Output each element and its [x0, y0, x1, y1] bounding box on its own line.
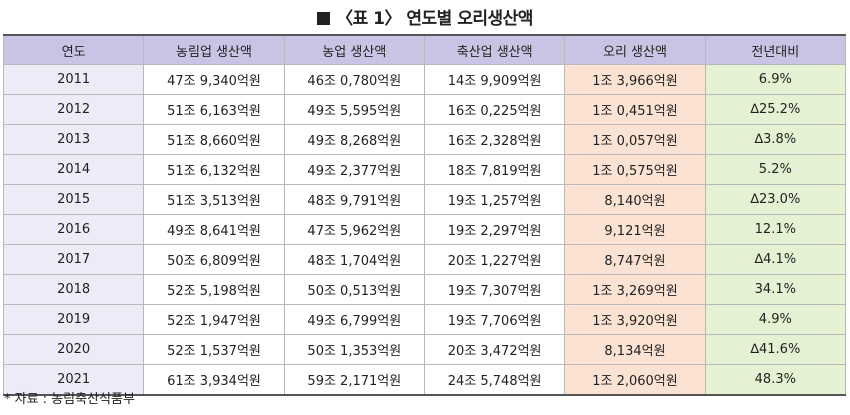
cell-year: 2012	[2, 94, 145, 125]
cell-duck: 8,747억원	[564, 244, 706, 275]
cell-agri-forestry: 51조 3,513억원	[143, 184, 285, 215]
cell-year: 2020	[2, 334, 145, 365]
cell-livestock: 18조 7,819억원	[423, 154, 566, 185]
table-row: 2011 47조 9,340억원 46조 0,780억원 14조 9,909억원 1조 …	[2, 64, 847, 95]
header-yoy: 전년대비	[704, 34, 847, 65]
cell-agriculture: 59조 2,171억원	[283, 364, 425, 396]
cell-agri-forestry: 51조 6,132억원	[143, 154, 285, 185]
cell-agriculture: 46조 0,780억원	[283, 64, 425, 95]
cell-yoy: 6.9%	[704, 64, 847, 95]
cell-agri-forestry: 49조 8,641억원	[143, 214, 285, 245]
table-row: 2019 52조 1,947억원 49조 6,799억원 19조 7,706억원 1조 …	[2, 304, 847, 335]
cell-livestock: 20조 3,472억원	[423, 334, 566, 365]
cell-agri-forestry: 47조 9,340억원	[143, 64, 285, 95]
cell-year: 2013	[2, 124, 145, 155]
square-bullet-icon	[317, 12, 331, 25]
cell-agri-forestry: 51조 8,660억원	[143, 124, 285, 155]
cell-livestock: 14조 9,909억원	[423, 64, 566, 95]
cell-duck: 1조 0,575억원	[564, 154, 706, 185]
cell-duck: 1조 2,060억원	[564, 364, 706, 396]
cell-agriculture: 49조 5,595억원	[283, 94, 425, 125]
header-agri-forestry: 농림업 생산액	[143, 34, 285, 65]
table-row: 2012 51조 6,163억원 49조 5,595억원 16조 0,225억원 1조 …	[2, 94, 847, 125]
header-duck: 오리 생산액	[564, 34, 706, 65]
duck-production-table: 연도 농림업 생산액 농업 생산액 축산업 생산액 오리 생산액 전년대비 20…	[2, 34, 847, 396]
cell-year: 2015	[2, 184, 145, 215]
cell-agri-forestry: 61조 3,934억원	[143, 364, 285, 396]
cell-year: 2011	[2, 64, 145, 95]
table-row: 2020 52조 1,537억원 50조 1,353억원 20조 3,472억원 8,1…	[2, 334, 847, 365]
cell-agri-forestry: 52조 5,198억원	[143, 274, 285, 305]
table-title-text: 〈표 1〉 연도별 오리생산액	[336, 9, 533, 29]
cell-year: 2016	[2, 214, 145, 245]
cell-agriculture: 49조 2,377억원	[283, 154, 425, 185]
cell-livestock: 19조 7,706억원	[423, 304, 566, 335]
cell-year: 2021	[2, 364, 145, 396]
cell-yoy: ∆4.1%	[704, 244, 847, 275]
header-row: 연도 농림업 생산액 농업 생산액 축산업 생산액 오리 생산액 전년대비	[2, 34, 847, 65]
cell-livestock: 16조 2,328억원	[423, 124, 566, 155]
cell-yoy: 34.1%	[704, 274, 847, 305]
cell-agri-forestry: 52조 1,947억원	[143, 304, 285, 335]
cell-yoy: 48.3%	[704, 364, 847, 396]
table-title: 〈표 1〉 연도별 오리생산액	[0, 4, 850, 29]
table-row: 2016 49조 8,641억원 47조 5,962억원 19조 2,297억원 9,1…	[2, 214, 847, 245]
cell-duck: 1조 3,269억원	[564, 274, 706, 305]
cell-yoy: ∆25.2%	[704, 94, 847, 125]
cell-year: 2018	[2, 274, 145, 305]
header-year: 연도	[2, 34, 145, 65]
cell-duck: 8,134억원	[564, 334, 706, 365]
cell-duck: 8,140억원	[564, 184, 706, 215]
table-row: 2013 51조 8,660억원 49조 8,268억원 16조 2,328억원 1조 …	[2, 124, 847, 155]
cell-agri-forestry: 50조 6,809억원	[143, 244, 285, 275]
cell-yoy: ∆3.8%	[704, 124, 847, 155]
cell-yoy: ∆23.0%	[704, 184, 847, 215]
cell-agri-forestry: 51조 6,163억원	[143, 94, 285, 125]
cell-yoy: 5.2%	[704, 154, 847, 185]
cell-agriculture: 50조 1,353억원	[283, 334, 425, 365]
cell-agriculture: 49조 6,799억원	[283, 304, 425, 335]
table-row: 2017 50조 6,809억원 48조 1,704억원 20조 1,227억원 8,7…	[2, 244, 847, 275]
table-body: 2011 47조 9,340억원 46조 0,780억원 14조 9,909억원 1조 …	[2, 64, 847, 396]
cell-agri-forestry: 52조 1,537억원	[143, 334, 285, 365]
cell-duck: 1조 3,920억원	[564, 304, 706, 335]
cell-year: 2019	[2, 304, 145, 335]
cell-duck: 9,121억원	[564, 214, 706, 245]
cell-livestock: 19조 2,297억원	[423, 214, 566, 245]
header-livestock: 축산업 생산액	[423, 34, 566, 65]
cell-year: 2014	[2, 154, 145, 185]
cell-agriculture: 48조 1,704억원	[283, 244, 425, 275]
cell-agriculture: 49조 8,268억원	[283, 124, 425, 155]
source-note: * 자료 : 농림축산식품부	[4, 392, 135, 407]
cell-agriculture: 47조 5,962억원	[283, 214, 425, 245]
header-agriculture: 농업 생산액	[283, 34, 425, 65]
cell-livestock: 24조 5,748억원	[423, 364, 566, 396]
table-row: 2014 51조 6,132억원 49조 2,377억원 18조 7,819억원 1조 …	[2, 154, 847, 185]
cell-yoy: 4.9%	[704, 304, 847, 335]
cell-agriculture: 48조 9,791억원	[283, 184, 425, 215]
cell-year: 2017	[2, 244, 145, 275]
cell-duck: 1조 0,057억원	[564, 124, 706, 155]
table-row: 2015 51조 3,513억원 48조 9,791억원 19조 1,257억원 8,1…	[2, 184, 847, 215]
cell-agriculture: 50조 0,513억원	[283, 274, 425, 305]
cell-livestock: 16조 0,225억원	[423, 94, 566, 125]
table-row: 2018 52조 5,198억원 50조 0,513억원 19조 7,307억원 1조 …	[2, 274, 847, 305]
cell-duck: 1조 0,451억원	[564, 94, 706, 125]
cell-yoy: 12.1%	[704, 214, 847, 245]
table-row: 2021 61조 3,934억원 59조 2,171억원 24조 5,748억원 1조 …	[2, 364, 847, 396]
cell-livestock: 20조 1,227억원	[423, 244, 566, 275]
cell-livestock: 19조 1,257억원	[423, 184, 566, 215]
cell-yoy: ∆41.6%	[704, 334, 847, 365]
cell-duck: 1조 3,966억원	[564, 64, 706, 95]
cell-livestock: 19조 7,307억원	[423, 274, 566, 305]
